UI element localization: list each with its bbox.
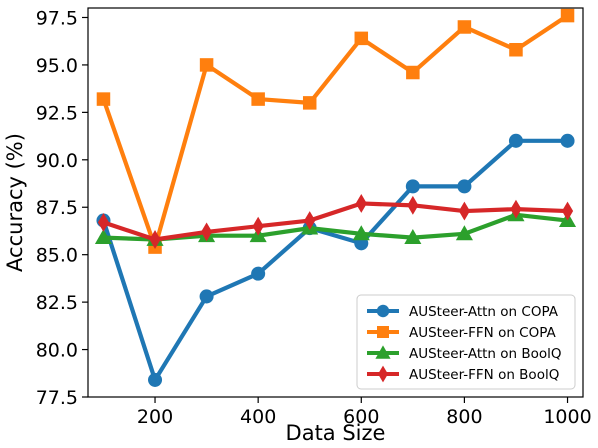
x-tick-label: 1000 xyxy=(543,406,591,428)
y-tick-label: 80.0 xyxy=(36,340,78,362)
x-tick-label: 800 xyxy=(446,406,482,428)
data-point-square xyxy=(96,92,111,106)
x-axis-label: Data Size xyxy=(286,421,386,445)
data-point-circle xyxy=(251,266,266,281)
data-point-circle xyxy=(508,133,523,148)
legend-entry: AUSteer-FFN on BoolQ xyxy=(367,365,559,383)
legend-label: AUSteer-FFN on COPA xyxy=(409,325,557,341)
data-point-diamond xyxy=(252,216,264,236)
y-tick-label: 87.5 xyxy=(36,197,78,219)
y-tick-label: 92.5 xyxy=(36,102,78,124)
legend-marker xyxy=(376,304,390,318)
data-point-diamond xyxy=(510,199,522,219)
y-axis-label: Accuracy (%) xyxy=(3,133,27,272)
data-point-triangle xyxy=(455,225,473,241)
data-point-circle xyxy=(560,133,575,148)
data-point-square xyxy=(302,96,317,110)
plot-marks xyxy=(94,8,577,387)
legend: AUSteer-Attn on COPA AUSteer-FFN on COPA A… xyxy=(356,294,576,390)
data-point-square xyxy=(457,20,472,34)
x-tick-label: 600 xyxy=(343,406,379,428)
y-tick-label: 85.0 xyxy=(36,245,78,267)
data-point-triangle xyxy=(352,225,370,241)
data-point-triangle xyxy=(404,229,422,245)
data-point-diamond xyxy=(149,230,161,249)
data-point-diamond xyxy=(201,222,213,242)
data-point-circle xyxy=(148,372,163,387)
data-point-triangle xyxy=(94,229,113,245)
data-point-circle xyxy=(199,289,214,304)
series-2 xyxy=(96,8,575,254)
legend-marker xyxy=(375,345,391,359)
legend-entry: AUSteer-Attn on COPA xyxy=(367,304,559,320)
legend-label: AUSteer-FFN on BoolQ xyxy=(409,367,559,383)
data-point-square xyxy=(199,58,214,72)
legend-entry: AUSteer-FFN on COPA xyxy=(367,325,557,341)
series-line xyxy=(101,138,570,383)
data-point-square xyxy=(354,31,369,46)
data-point-diamond xyxy=(561,201,574,221)
x-tick-label: 200 xyxy=(137,406,173,428)
data-point-diamond xyxy=(458,201,470,221)
series-line xyxy=(101,13,570,250)
series-line xyxy=(101,201,570,242)
x-tick-label: 400 xyxy=(240,406,276,428)
data-point-square xyxy=(560,8,575,23)
legend-label: AUSteer-Attn on COPA xyxy=(409,304,559,320)
plot-frame xyxy=(87,7,584,398)
data-point-diamond xyxy=(97,212,110,232)
legend-marker xyxy=(377,326,389,338)
legend-entry: AUSteer-Attn on BoolQ xyxy=(367,345,562,362)
data-point-diamond xyxy=(355,193,367,213)
y-tick-label: 97.5 xyxy=(36,7,78,29)
series-4 xyxy=(97,193,574,249)
axis-ticks: 200 400 600 800 1000 77.5 80.0 82.5 85.0 87.5 90.0… xyxy=(36,7,592,428)
data-point-square xyxy=(251,92,265,106)
legend-marker xyxy=(378,365,388,383)
series-1 xyxy=(96,133,575,387)
data-point-diamond xyxy=(304,211,316,230)
legend-label: AUSteer-Attn on BoolQ xyxy=(409,346,562,362)
data-point-diamond xyxy=(407,195,419,215)
data-point-square xyxy=(509,42,523,57)
data-point-circle xyxy=(405,179,420,194)
data-point-square xyxy=(406,65,420,80)
data-point-circle xyxy=(457,179,472,194)
y-tick-label: 95.0 xyxy=(36,55,78,77)
y-tick-label: 82.5 xyxy=(36,292,78,314)
y-tick-label: 77.5 xyxy=(36,387,78,409)
legend-box xyxy=(356,294,576,390)
y-tick-label: 90.0 xyxy=(36,150,78,172)
